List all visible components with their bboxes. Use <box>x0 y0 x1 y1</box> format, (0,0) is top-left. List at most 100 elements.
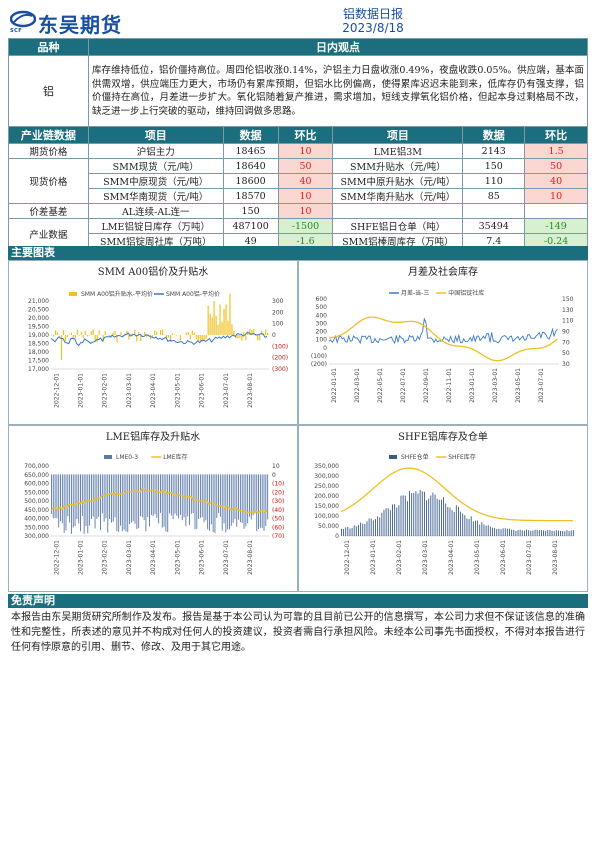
premium-bar <box>70 332 73 335</box>
warrant-bar <box>432 492 434 536</box>
lme-spread-bar <box>65 474 67 531</box>
premium-bar <box>78 335 80 336</box>
change-cell: -1.6 <box>277 233 334 249</box>
data-table-body: 期货价格 沪铝主力 18465 10 LME铝3M 2143 1.5 现货价格 SMM现货（元/… <box>8 143 588 249</box>
lme-spread-bar <box>209 474 210 531</box>
lme-spread-bar <box>205 474 207 521</box>
lme-spread-bar <box>56 474 58 519</box>
lme-spread-bar <box>78 474 80 524</box>
header-change-2: 环比 <box>524 126 588 144</box>
premium-bar <box>233 330 235 335</box>
y-tick-label: 200,000 <box>314 493 339 500</box>
x-tick-label: 2023-01-01 <box>469 368 476 403</box>
lme-spread-bar <box>90 474 92 519</box>
lme-spread-bar <box>167 474 169 533</box>
premium-bar <box>207 305 209 335</box>
y-tick-label: 19,500 <box>28 324 49 331</box>
lme-spread-bar <box>116 474 118 532</box>
warrant-bar <box>453 511 455 536</box>
y-tick-label: 600,000 <box>24 481 49 488</box>
warrant-bar <box>460 511 462 536</box>
warrant-bar <box>475 520 476 536</box>
x-tick-label: 2023-08-01 <box>552 540 559 575</box>
y-tick-label: 350,000 <box>24 524 49 531</box>
change-cell: 1.5 <box>524 143 588 159</box>
header-change: 环比 <box>277 126 334 144</box>
warrant-bar <box>370 518 372 536</box>
x-tick-label: 2023-07-01 <box>223 373 230 408</box>
warrant-bar <box>419 489 421 536</box>
lme-spread-bars <box>51 474 269 534</box>
lme-spread-bar <box>265 474 267 527</box>
lme-spread-bar <box>81 474 83 517</box>
change-cell: -149 <box>524 218 588 234</box>
premium-bar <box>169 335 172 343</box>
y2-tick-label: 70 <box>562 339 570 346</box>
lme-spread-bar <box>127 474 129 533</box>
y2-tick-label: (30) <box>272 498 284 505</box>
lme-spread-bar <box>112 474 114 522</box>
header-value: 数据 <box>222 126 279 144</box>
legend-label: SMM A00铝-平均价 <box>166 290 220 298</box>
y-tick-label: 300,000 <box>24 533 49 540</box>
legend-swatch <box>389 455 397 459</box>
premium-bar <box>165 335 168 339</box>
warrant-bar <box>519 529 521 536</box>
lme-spread-bar <box>229 474 230 530</box>
premium-bar <box>64 335 67 342</box>
premium-bar <box>215 315 217 335</box>
header-value-2: 数据 <box>462 126 526 144</box>
premium-bar <box>51 335 53 336</box>
warrant-bar <box>440 499 442 536</box>
premium-bar <box>201 335 203 342</box>
lme-spread-bar <box>225 474 227 533</box>
warrant-bar <box>557 530 559 536</box>
view-header: 日内观点 <box>88 38 588 56</box>
change-cell: 10 <box>277 143 334 159</box>
group-cell: 期货价格 <box>8 143 89 159</box>
warrant-bar <box>511 529 513 536</box>
premium-bar <box>102 335 104 343</box>
lme-spread-bar <box>107 474 109 533</box>
lme-spread-bar <box>161 474 163 528</box>
report-date: 2023/8/18 <box>342 21 404 35</box>
warrant-bar <box>345 527 347 536</box>
chart-shfe-inventory-warrants: SHFE铝库存及仓单 SHFE仓单 SHFE库存 350,000 300,000 250… <box>298 425 588 592</box>
premium-bar <box>205 335 207 340</box>
warrant-bar <box>377 516 379 536</box>
warrant-bar <box>392 504 393 536</box>
lme-spread-bar <box>149 474 150 527</box>
item-cell: SHFE铝日仓单（吨） <box>332 218 464 234</box>
premium-bar <box>82 335 84 339</box>
lme-spread-bar <box>165 474 167 532</box>
premium-bar <box>197 335 199 341</box>
warrant-bar <box>506 528 508 536</box>
lme-spread-bar <box>58 474 60 528</box>
warrant-bar <box>358 525 359 536</box>
warrant-bar <box>343 529 345 536</box>
value-cell: 150 <box>222 203 279 219</box>
chart-legend: 月差-当-三 中国铝锭社库 <box>389 289 484 297</box>
warrant-bar <box>423 491 425 536</box>
lme-spread-bar <box>152 474 154 517</box>
spread-line <box>328 317 558 345</box>
lme-spread-bar <box>183 474 185 518</box>
item-cell: LME铝3M <box>332 143 464 159</box>
y-tick-label: 550,000 <box>24 489 49 496</box>
lme-spread-bar <box>92 474 94 517</box>
lme-spread-bar <box>94 474 96 529</box>
chart-spread-social-inventory: 月差及社会库存 月差-当-三 中国铝锭社库 600 500 400 300 200 100 0(… <box>298 260 588 425</box>
group-cell: 产业数据 <box>8 218 89 249</box>
lme-spread-bar <box>120 474 121 526</box>
premium-bars <box>51 293 269 360</box>
data-row: 价差基差 AL连续-AL连一 150 10 <box>8 203 588 219</box>
lme-spread-bar <box>256 474 258 532</box>
premium-bar <box>223 309 225 335</box>
warrant-bar <box>466 518 468 536</box>
warrant-bar <box>458 506 459 536</box>
premium-bar <box>94 335 96 342</box>
lme-spread-bar <box>245 474 247 527</box>
header-chain: 产业链数据 <box>8 126 89 144</box>
premium-bar <box>96 335 98 343</box>
y2-tick-label: (20) <box>272 489 284 496</box>
